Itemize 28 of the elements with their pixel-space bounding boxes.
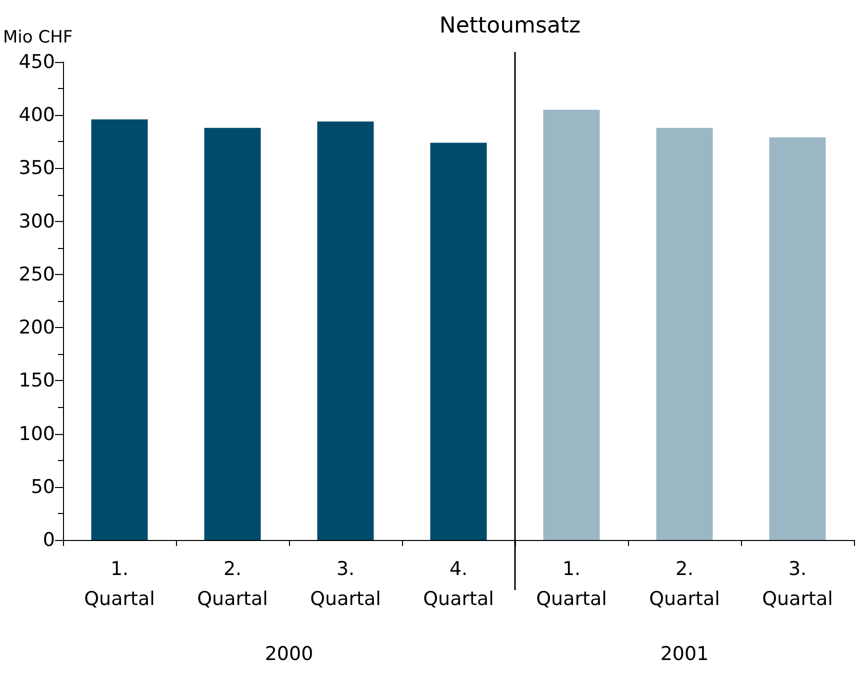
y-tick-label: 450 <box>18 51 55 73</box>
bar <box>769 137 826 540</box>
y-tick-label: 0 <box>42 529 55 551</box>
chart-title: Nettoumsatz <box>439 14 581 38</box>
y-tick-label: 50 <box>30 476 55 498</box>
bar <box>543 110 600 540</box>
x-tick-label: 1. Quartal <box>536 558 607 610</box>
bar <box>204 128 261 540</box>
y-tick-label: 250 <box>18 263 55 286</box>
x-tick-label: 3. Quartal <box>310 558 381 610</box>
y-axis-title: Mio CHF <box>3 28 73 48</box>
bar <box>91 119 148 540</box>
x-tick-label: 1. Quartal <box>84 558 155 610</box>
bar <box>430 142 487 540</box>
x-tick-label: 4. Quartal <box>423 558 494 610</box>
y-tick-label: 300 <box>18 210 55 232</box>
y-tick-label: 400 <box>18 104 55 126</box>
y-tick-label: 150 <box>18 370 55 392</box>
y-tick-label: 100 <box>18 422 55 445</box>
text: 2001 <box>660 643 709 665</box>
bar <box>317 121 374 540</box>
x-tick-label: 2. Quartal <box>197 558 268 610</box>
x-tick-label: 2. Quartal <box>649 558 720 610</box>
bar <box>656 128 713 540</box>
y-tick-label: 350 <box>18 157 55 180</box>
text: 2000 <box>264 643 314 665</box>
y-tick-label: 200 <box>18 316 55 339</box>
x-tick-label: 3. Quartal <box>762 558 833 610</box>
